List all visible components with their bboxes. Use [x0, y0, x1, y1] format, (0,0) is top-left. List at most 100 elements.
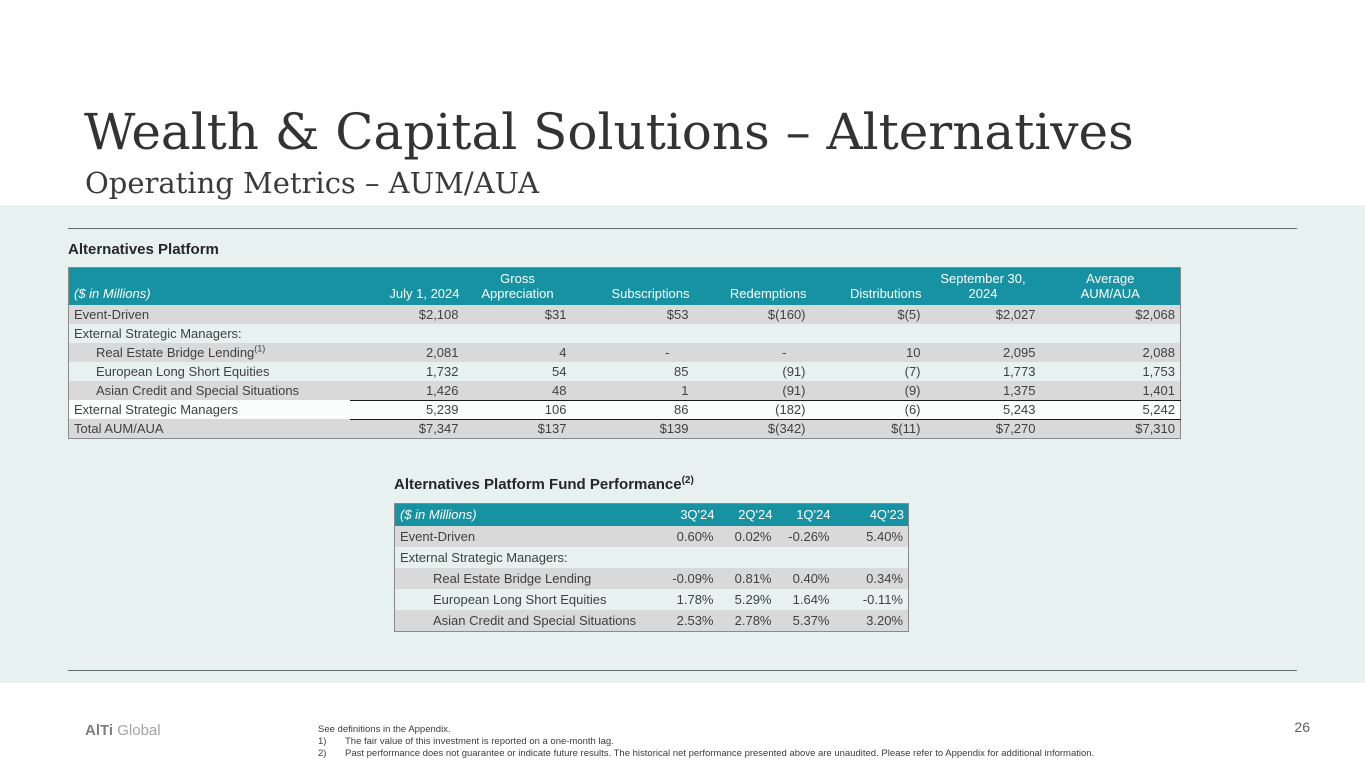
cell-value: 54: [552, 364, 567, 379]
table-row: Total AUM/AUA $7,347 $137 $139 $(342) $(11) $7…: [68, 418, 1181, 438]
table-row: Real Estate Bridge Lending(1) 2,081 4 - - 10 2…: [68, 343, 1181, 362]
cell-value: 48: [552, 382, 567, 398]
row-label: Asian Credit and Special Situations: [433, 612, 637, 628]
cell-value: 0.02%: [734, 529, 772, 544]
cell-value: 4: [559, 345, 567, 360]
cell-value: 5.40%: [866, 529, 903, 544]
footnote-line: See definitions in the Appendix.: [318, 724, 1148, 736]
cell-value: 85: [674, 364, 689, 379]
footnote-number: 2): [318, 748, 327, 759]
column-header: 3Q'24: [660, 503, 719, 526]
cell-value: 1,426: [425, 382, 459, 398]
row-label: Real Estate Bridge Lending(1): [96, 343, 266, 360]
cell-value: $7,310: [1040, 418, 1181, 438]
alternatives-platform-table: ($ in Millions) July 1, 2024 Gross Apprecia…: [68, 267, 1181, 439]
cell-value: $7,270: [925, 418, 1041, 438]
cell-value: 1,375: [1002, 382, 1036, 398]
cell-value: (182): [693, 399, 811, 419]
footnote-marker: (1): [254, 343, 266, 354]
logo-text-primary: AlTi: [85, 722, 114, 739]
unit-label: ($ in Millions): [68, 267, 350, 305]
cell-value: 1: [681, 382, 689, 398]
cell-value: $7,347: [349, 418, 464, 438]
fund-performance-table: ($ in Millions) 3Q'24 2Q'24 1Q'24 4Q'23 Event…: [394, 503, 909, 632]
cell-value: 2,095: [1002, 345, 1036, 360]
footnote-line: 2) Past performance does not guarantee or…: [318, 748, 1148, 760]
cell-value: $137: [463, 418, 572, 438]
row-label: European Long Short Equities: [433, 592, 607, 607]
row-label: Real Estate Bridge Lending: [433, 571, 592, 586]
row-label: Event-Driven: [74, 307, 150, 322]
cell-value: 1,732: [425, 364, 459, 379]
cell-value: -: [665, 345, 670, 360]
header-row: ($ in Millions) July 1, 2024 Gross Apprecia…: [68, 267, 1181, 305]
column-header: Distributions: [810, 267, 926, 305]
cell-value: 2.53%: [676, 612, 714, 628]
cell-value: 3.20%: [866, 612, 903, 628]
table1-title-text: Alternatives Platform: [68, 241, 219, 258]
table2-title: Alternatives Platform Fund Performance(2…: [394, 475, 694, 493]
slide-subtitle: Operating Metrics – AUM/AUA: [85, 166, 540, 200]
cell-value: $2,108: [418, 307, 459, 322]
cell-value: 5,242: [1040, 399, 1181, 419]
table-row: Asian Credit and Special Situations 1,426…: [68, 381, 1181, 400]
cell-value: -: [782, 345, 787, 360]
row-label: Total AUM/AUA: [74, 420, 164, 436]
table1-title: Alternatives Platform: [68, 241, 219, 258]
cell-value: 1.64%: [792, 592, 830, 607]
footnote-line: 1) The fair value of this investment is r…: [318, 736, 1148, 748]
table-row: European Long Short Equities 1.78% 5.29% 1.…: [395, 589, 909, 610]
header-row: ($ in Millions) 3Q'24 2Q'24 1Q'24 4Q'23: [394, 503, 909, 526]
cell-value: -0.11%: [862, 592, 903, 607]
footnotes: See definitions in the Appendix. 1) The fa…: [318, 724, 1148, 760]
table-row: External Strategic Managers:: [395, 547, 909, 568]
column-header: Redemptions: [693, 267, 811, 305]
unit-label: ($ in Millions): [394, 503, 661, 526]
table-row: Event-Driven $2,108 $31 $53 $(160) $(5) $2,027…: [68, 305, 1181, 324]
cell-value: $(160): [767, 307, 806, 322]
cell-value: 1,773: [1002, 364, 1036, 379]
cell-value: (91): [782, 382, 806, 398]
cell-value: 1,401: [1142, 382, 1175, 398]
row-label: External Strategic Managers:: [74, 326, 242, 341]
logo-text-secondary: Global: [113, 722, 161, 739]
column-header: 2Q'24: [718, 503, 777, 526]
cell-value: 0.81%: [734, 571, 772, 586]
footnote-number: 1): [318, 736, 327, 747]
cell-value: $(11): [810, 418, 926, 438]
column-header: Subscriptions: [571, 267, 694, 305]
cell-value: (91): [782, 364, 806, 379]
cell-value: $2,027: [995, 307, 1036, 322]
cell-value: $31: [544, 307, 567, 322]
cell-value: 2.78%: [734, 612, 772, 628]
column-header: 1Q'24: [776, 503, 835, 526]
cell-value: (7): [904, 364, 921, 379]
table2-title-footnote-marker: (2): [681, 475, 694, 486]
table-row: External Strategic Managers 5,239 106 86 (18…: [68, 399, 1181, 419]
table-row: Asian Credit and Special Situations 2.53%…: [394, 610, 909, 631]
cell-value: 2,081: [425, 345, 459, 360]
cell-value: 0.34%: [866, 571, 903, 586]
cell-value: 1,753: [1142, 364, 1175, 379]
column-header: 4Q'23: [834, 503, 909, 526]
cell-value: 106: [463, 399, 572, 419]
cell-value: $(342): [693, 418, 811, 438]
cell-value: (6): [810, 399, 926, 419]
table-row: External Strategic Managers:: [69, 324, 1181, 343]
cell-value: -0.09%: [672, 571, 714, 586]
cell-value: 86: [571, 399, 694, 419]
page-number: 26: [1294, 719, 1310, 735]
table-row: Real Estate Bridge Lending -0.09% 0.81% 0.4…: [394, 568, 909, 589]
row-label: Asian Credit and Special Situations: [96, 383, 300, 398]
cell-value: 5.29%: [734, 592, 772, 607]
cell-value: -0.26%: [788, 529, 830, 544]
cell-value: 5,239: [349, 399, 464, 419]
cell-value: 1.78%: [676, 592, 714, 607]
cell-value: 0.40%: [792, 571, 830, 586]
cell-value: $53: [666, 307, 689, 322]
cell-value: 5.37%: [792, 612, 830, 628]
cell-value: $139: [571, 418, 694, 438]
row-label: External Strategic Managers: [74, 402, 239, 417]
footnote-text: Past performance does not guarantee or i…: [345, 748, 1095, 759]
cell-value: 0.60%: [676, 529, 714, 544]
